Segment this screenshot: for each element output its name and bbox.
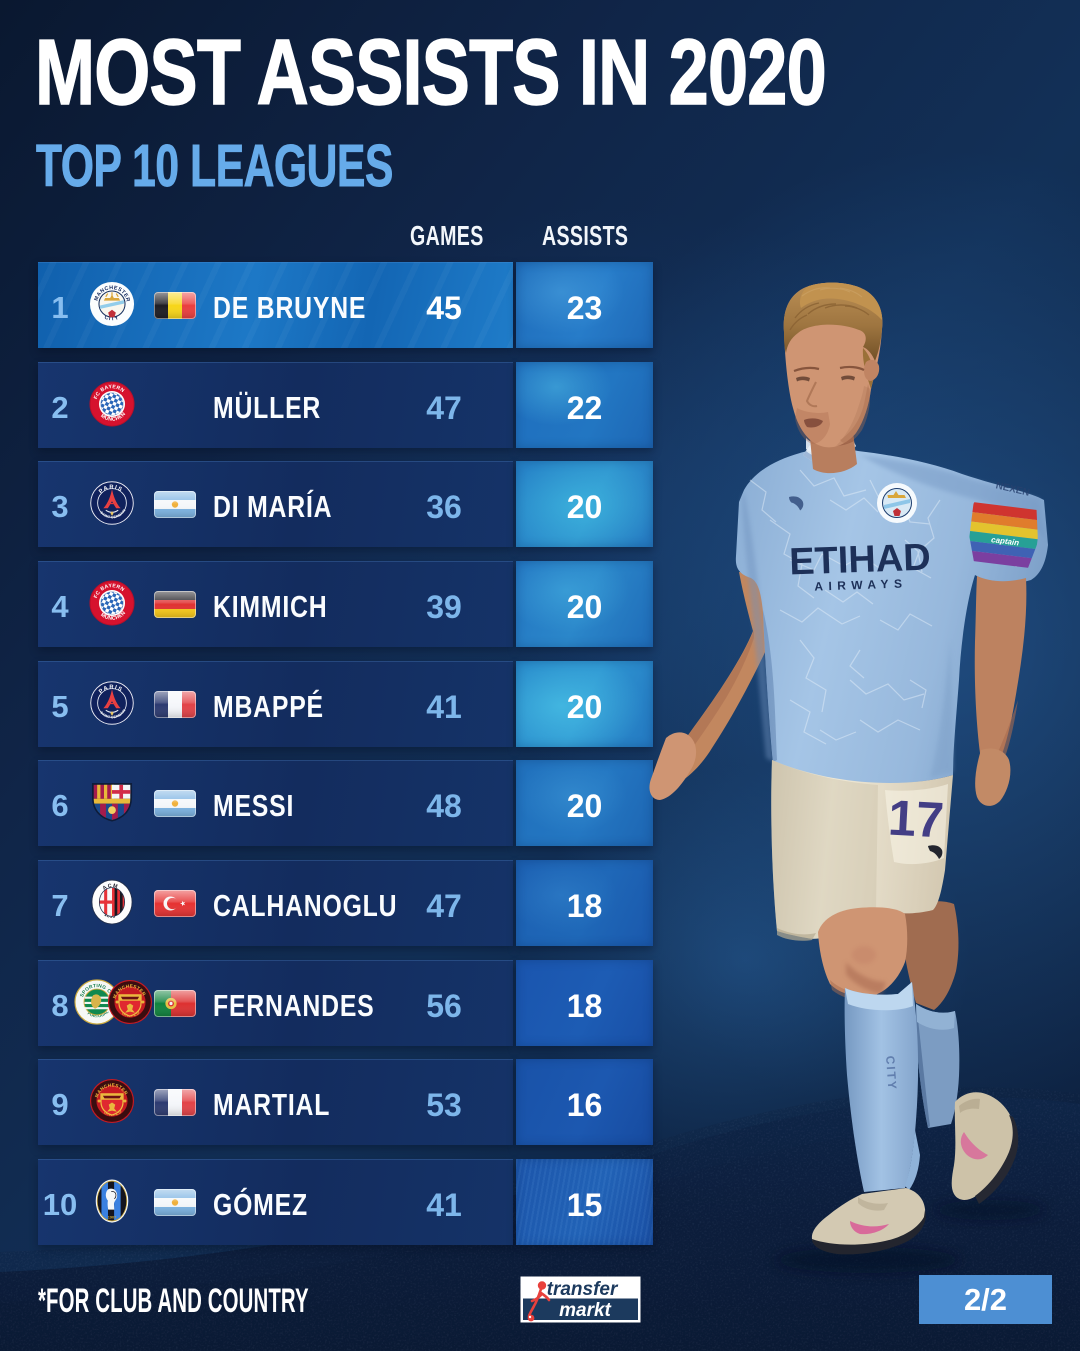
svg-text:ETIHAD: ETIHAD (789, 537, 932, 584)
svg-text:markt: markt (559, 1300, 611, 1321)
svg-text:CITY: CITY (883, 1055, 899, 1091)
svg-text:transfer: transfer (547, 1279, 619, 1300)
svg-text:17: 17 (887, 790, 945, 849)
svg-text:AIRWAYS: AIRWAYS (814, 576, 908, 593)
svg-text:captain: captain (991, 535, 1020, 547)
